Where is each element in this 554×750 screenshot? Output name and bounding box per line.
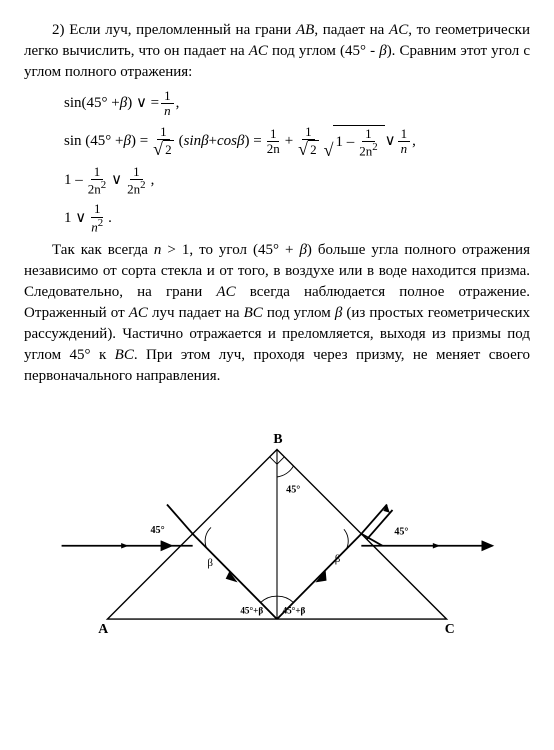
text: ∨: [385, 131, 396, 152]
denominator: n: [398, 142, 411, 156]
sqrt: √ 1 – 1 2n2: [324, 125, 385, 159]
text: ) ∨ =: [127, 93, 159, 114]
equation-4: 1 ∨ 1 n2 .: [64, 202, 530, 234]
denominator: √2: [150, 140, 176, 158]
numerator: 1: [362, 127, 375, 142]
arc-beta-left: [205, 528, 211, 548]
paragraph-2: Так как всегда n > 1, то угол (45° + β) …: [24, 240, 530, 387]
label-45-right: 45°: [394, 527, 408, 538]
text: под углом: [263, 305, 335, 321]
numerator: 1: [91, 165, 104, 180]
text: ) =: [131, 131, 148, 152]
numerator: 1: [157, 125, 170, 140]
text: ,: [412, 131, 416, 152]
denominator: 2n2: [85, 180, 109, 197]
fraction: 1 2n2: [124, 165, 148, 197]
sinb: sinβ: [184, 131, 209, 152]
fraction: 1 n: [398, 127, 411, 157]
denominator: n2: [88, 218, 106, 235]
text: ∨: [111, 170, 122, 191]
text: .: [108, 208, 112, 229]
text: sin (45° +: [64, 131, 123, 152]
denominator: 2n: [264, 142, 283, 156]
text: ,: [176, 93, 180, 114]
fraction: 1 n2: [88, 202, 106, 234]
fraction: 1 2n2: [356, 127, 380, 159]
numerator: 1: [91, 202, 104, 217]
label-beta-left: β: [207, 557, 213, 569]
fraction: 1 n: [161, 89, 174, 119]
text: под углом (45° -: [268, 43, 379, 59]
text: +: [285, 131, 293, 152]
numerator: 1: [398, 127, 411, 142]
var-beta: β: [299, 242, 306, 258]
vertex-b: B: [273, 431, 282, 446]
numerator: 1: [130, 165, 143, 180]
cosb: cosβ: [217, 131, 244, 152]
label-beta-right: β: [335, 554, 341, 566]
denominator: n: [161, 104, 174, 118]
vertex-c: C: [445, 621, 455, 636]
text: sin(45° +: [64, 93, 120, 114]
text: +: [209, 131, 217, 152]
text: ) =: [244, 131, 261, 152]
denominator: 2n2: [356, 142, 380, 159]
text: Так как всегда: [52, 242, 154, 258]
vertex-a: A: [98, 621, 108, 636]
arc-beta-right: [344, 530, 348, 549]
prism-diagram: 45° 45° β 45°+β 45°+β β 45° A B C: [57, 417, 497, 647]
arc-45-top: [277, 466, 294, 477]
numerator: 1: [267, 127, 280, 142]
var-bc: BC: [115, 347, 134, 363]
fraction: 1 √2: [150, 125, 176, 158]
equation-1: sin(45° + β) ∨ = 1 n ,: [64, 89, 530, 119]
arrowhead-icon: [121, 543, 128, 549]
fraction: 1 2n2: [85, 165, 109, 197]
var-ab: AB: [296, 22, 314, 38]
var-ac: AC: [249, 43, 268, 59]
var-ac: AC: [129, 305, 148, 321]
var-ac: AC: [389, 22, 408, 38]
text: 2) Если луч, преломленный на грани: [52, 22, 296, 38]
text: луч падает на: [148, 305, 244, 321]
text: 1 ∨: [64, 208, 86, 229]
var-beta: β: [379, 43, 386, 59]
arrowhead-icon: [433, 543, 440, 549]
equation-block: sin(45° + β) ∨ = 1 n , sin (45° + β) = 1…: [64, 89, 530, 234]
numerator: 1: [161, 89, 174, 104]
denominator: √2: [295, 140, 321, 158]
fraction: 1 √2: [295, 125, 321, 158]
text: , падает на: [314, 22, 389, 38]
refracted-ray-1: [193, 534, 277, 619]
text: 1 –: [64, 170, 83, 191]
label-45-left: 45°: [151, 525, 165, 536]
reflect-stub1: [361, 505, 387, 534]
arc-45b-r: [277, 597, 294, 603]
equation-2: sin (45° + β) = 1 √2 (sinβ + cosβ ) = 1 …: [64, 125, 530, 159]
reflect-stub-left: [167, 505, 193, 534]
text: ,: [151, 170, 155, 191]
fraction: 1 2n: [264, 127, 283, 157]
var-ac: AC: [216, 284, 235, 300]
reflect-stub2: [367, 510, 393, 539]
paragraph-1: 2) Если луч, преломленный на грани AB, п…: [24, 20, 530, 83]
equation-3: 1 – 1 2n2 ∨ 1 2n2 ,: [64, 165, 530, 197]
denominator: 2n2: [124, 180, 148, 197]
var-beta: β: [123, 131, 130, 152]
label-45b-r: 45°+β: [283, 606, 306, 616]
var-beta: β: [120, 93, 127, 114]
arc-45b-l: [261, 597, 278, 603]
numerator: 1: [302, 125, 315, 140]
label-45: 45°: [286, 485, 300, 496]
arrowhead-icon: [316, 570, 327, 583]
label-45b-l: 45°+β: [240, 606, 263, 616]
var-bc: BC: [244, 305, 263, 321]
text: > 1, то угол (45° +: [161, 242, 299, 258]
